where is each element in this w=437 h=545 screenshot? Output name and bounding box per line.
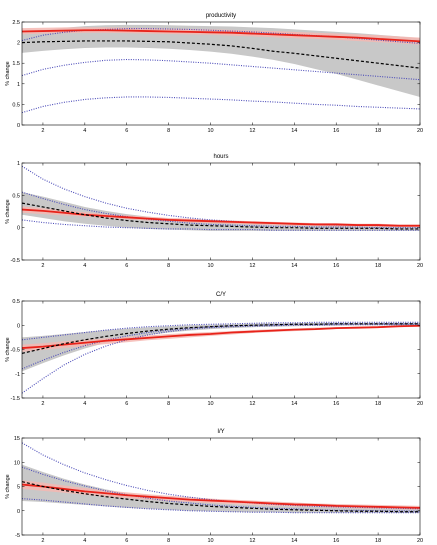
x-tick-label: 6 [125,263,128,269]
x-tick-label: 18 [375,538,381,544]
x-tick-label: 12 [249,128,255,134]
y-tick-label: 0.5 [12,193,20,199]
panel-4: 2 4 6 8 10 12 14 16 18 20 -5 0 5 10 15 I/Y % change [5,429,423,544]
model-band-red [22,27,420,45]
x-tick-label: 4 [83,263,86,269]
y-axis-label: % change [5,61,11,85]
dotted-line-ci-upper [22,321,420,341]
y-tick-label: 0.5 [12,299,20,305]
y-tick-label: 0.5 [12,102,20,108]
panel-title: C/Y [216,292,226,298]
x-tick-label: 12 [249,401,255,407]
y-axis-label: % change [5,337,11,361]
y-tick-label: 0 [17,323,20,329]
x-tick-label: 12 [249,538,255,544]
plot-area-4 [22,442,420,514]
x-tick-label: 10 [207,401,213,407]
y-tick-label: 10 [14,460,20,466]
plot-area-1 [22,24,420,114]
estimate-line-dashed [22,323,420,354]
y-tick-label: -1 [15,372,20,378]
x-tick-label: 20 [417,401,423,407]
x-tick-label: 4 [83,128,86,134]
x-tick-label: 2 [41,263,44,269]
dotted-line-ci-lower [22,324,420,394]
dotted-line-ci-middle [22,191,420,229]
estimate-line-dashed [22,481,420,513]
y-tick-label: -5 [15,533,20,539]
x-tick-label: 12 [249,263,255,269]
y-tick-label: 2.5 [12,20,20,26]
y-tick-label: 15 [14,436,20,442]
y-axis-label: % change [5,199,11,223]
x-tick-label: 14 [291,128,297,134]
y-tick-label: 0 [17,226,20,232]
panel-title: I/Y [217,429,224,435]
x-tick-label: 10 [207,263,213,269]
confidence-band-gray [22,24,420,97]
confidence-band-gray [22,192,420,231]
x-tick-label: 16 [333,401,339,407]
x-tick-label: 10 [207,538,213,544]
y-tick-label: 1.5 [12,61,20,67]
y-tick-label: 1 [17,161,20,167]
panel-3: 2 4 6 8 10 12 14 16 18 20 -1.5 -1 -0.5 0 0.5 C/Y % chang… [5,292,423,407]
y-tick-label: -1.5 [11,396,20,402]
x-tick-label: 2 [41,538,44,544]
x-tick-label: 18 [375,263,381,269]
x-tick-label: 16 [333,263,339,269]
panel-2: 2 4 6 8 10 12 14 16 18 20 -0.5 0 0.5 1 hours % change [5,154,423,269]
dotted-line-ci-lower [22,219,420,231]
x-tick-label: 8 [167,401,170,407]
y-tick-label: 0 [17,123,20,129]
confidence-band-gray [22,322,420,372]
x-tick-label: 4 [83,538,86,544]
x-tick-label: 14 [291,401,297,407]
plot-area-2 [22,165,420,231]
x-tick-label: 18 [375,128,381,134]
x-tick-label: 20 [417,538,423,544]
x-tick-label: 18 [375,401,381,407]
y-tick-label: -0.5 [11,348,20,354]
axes-frame [21,162,421,261]
x-tick-label: 20 [417,263,423,269]
panel-title: hours [213,154,228,160]
dotted-line-ci-middle [22,58,420,81]
x-tick-label: 20 [417,128,423,134]
x-tick-label: 6 [125,538,128,544]
y-axis-label: % change [5,474,11,498]
x-tick-label: 16 [333,128,339,134]
x-tick-label: 2 [41,401,44,407]
x-tick-label: 6 [125,401,128,407]
estimate-line-dashed [22,202,420,230]
x-tick-label: 8 [167,263,170,269]
model-line-red [22,29,420,43]
y-tick-label: 0 [17,509,20,515]
x-tick-label: 2 [41,128,44,134]
x-tick-label: 6 [125,128,128,134]
y-tick-label: -0.5 [11,258,20,264]
estimate-line-dashed [22,40,420,69]
y-tick-label: 5 [17,485,20,491]
x-tick-label: 4 [83,401,86,407]
dotted-line-ci-lower [22,498,420,514]
axes-frame [21,21,421,126]
model-line-red [22,324,420,349]
x-tick-label: 14 [291,538,297,544]
panel-1: 2 4 6 8 10 12 14 16 18 20 0 0.5 1 1.5 2 2.5 productivity… [5,13,423,134]
model-line-red [22,483,420,509]
x-tick-label: 8 [167,538,170,544]
x-tick-label: 14 [291,263,297,269]
confidence-band-gray [22,464,420,513]
x-tick-label: 8 [167,128,170,134]
x-tick-label: 10 [207,128,213,134]
y-tick-label: 2 [17,41,20,47]
plot-area-3 [22,321,420,394]
dotted-line-ci-middle [22,466,420,512]
panel-title: productivity [206,13,236,19]
x-tick-label: 16 [333,538,339,544]
y-tick-label: 1 [17,82,20,88]
dotted-line-ci-lower [22,96,420,114]
